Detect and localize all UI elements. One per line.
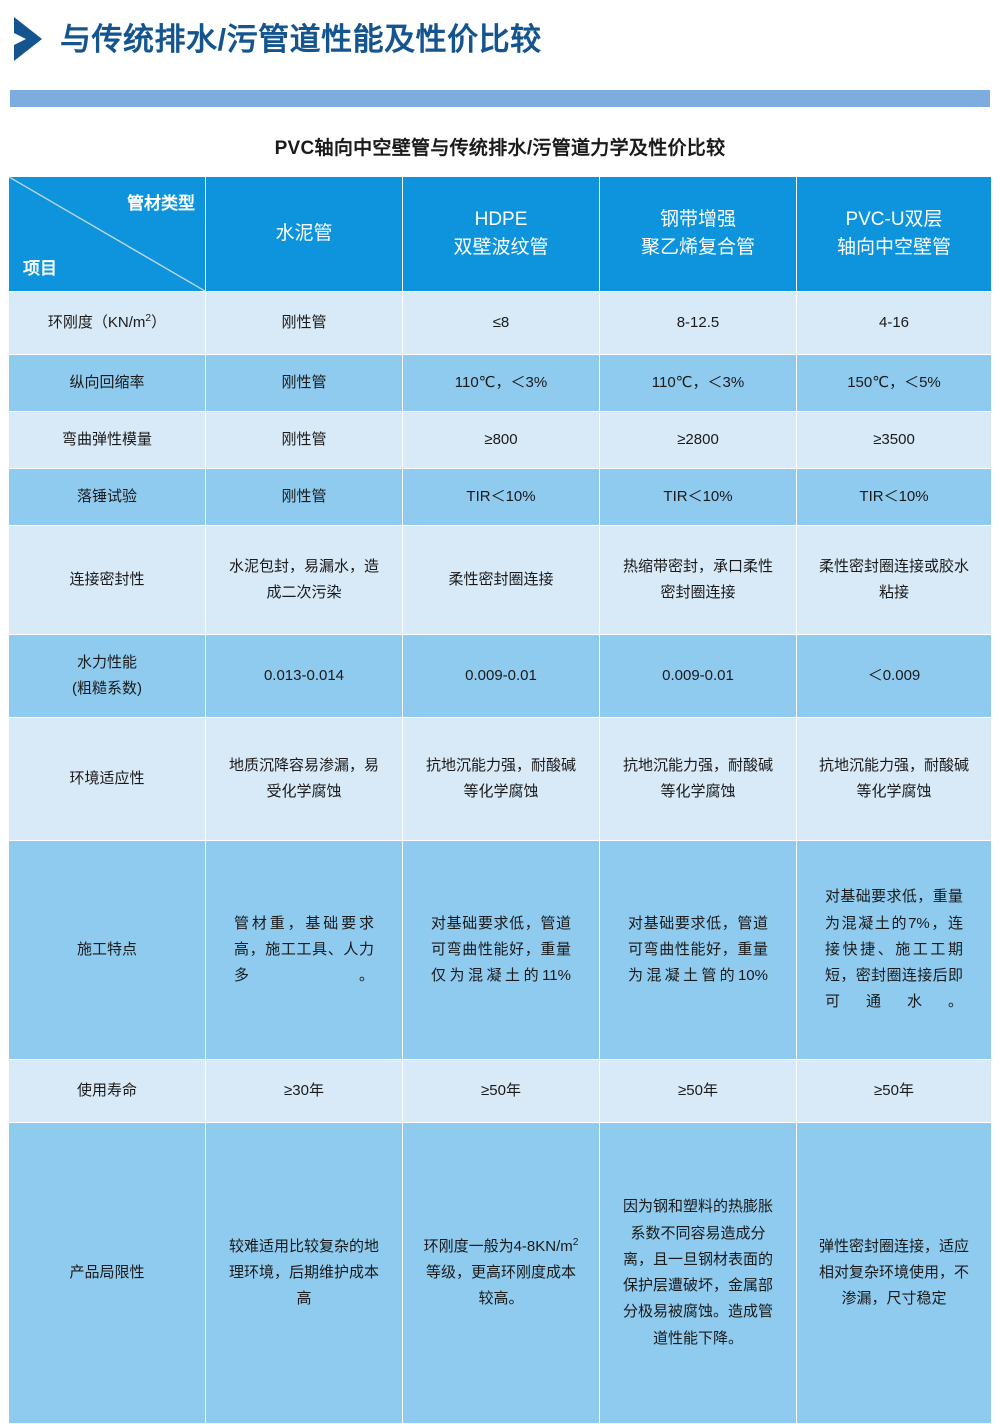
table-cell: 对基础要求低，重量为混凝土的7%，连接快捷、施工工期短，密封圈连接后即可通水。 [797, 841, 991, 1059]
table-cell: 0.009-0.01 [600, 635, 796, 717]
table-row: 环刚度（KN/m2） 刚性管 ≤8 8-12.5 4-16 [9, 292, 991, 354]
table-row: 弯曲弹性模量 刚性管 ≥800 ≥2800 ≥3500 [9, 412, 991, 468]
row-label-cell: 弯曲弹性模量 [9, 412, 205, 468]
table-cell: 110℃，＜3% [403, 355, 599, 411]
table-cell: 管材重，基础要求高，施工工具、人力多。 [206, 841, 402, 1059]
row-label-cell: 水力性能 (粗糙系数) [9, 635, 205, 717]
row-label-cell: 使用寿命 [9, 1060, 205, 1122]
column-header-cement: 水泥管 [206, 177, 402, 291]
table-cell: 刚性管 [206, 412, 402, 468]
column-header-line: HDPE [474, 209, 528, 231]
table-cell: 抗地沉能力强，耐酸碱等化学腐蚀 [403, 718, 599, 840]
table-cell: 较难适用比较复杂的地理环境，后期维护成本高 [206, 1123, 402, 1423]
row-label-cell: 连接密封性 [9, 526, 205, 634]
row-label-cell: 纵向回缩率 [9, 355, 205, 411]
table-cell: ≤8 [403, 292, 599, 354]
table-cell: 刚性管 [206, 469, 402, 525]
corner-column-label: 管材类型 [127, 194, 195, 213]
corner-row-label: 项目 [23, 259, 57, 278]
table-cell: ≥2800 [600, 412, 796, 468]
table-cell: 0.009-0.01 [403, 635, 599, 717]
diagonal-divider-line [9, 177, 205, 291]
table-cell: 抗地沉能力强，耐酸碱等化学腐蚀 [600, 718, 796, 840]
column-header-steel-pe: 钢带增强 聚乙烯复合管 [600, 177, 796, 291]
column-header-hdpe: HDPE 双壁波纹管 [403, 177, 599, 291]
table-cell: ≥50年 [403, 1060, 599, 1122]
table-cell: 环刚度一般为4-8KN/m2等级，更高环刚度成本较高。 [403, 1123, 599, 1423]
table-caption: PVC轴向中空壁管与传统排水/污管道力学及性价比较 [274, 138, 726, 159]
column-header-pvcu: PVC-U双层 轴向中空壁管 [797, 177, 991, 291]
table-cell: ≥50年 [600, 1060, 796, 1122]
column-header-line: 水泥管 [275, 223, 333, 245]
table-row: 产品局限性 较难适用比较复杂的地理环境，后期维护成本高 环刚度一般为4-8KN/m2… [9, 1123, 991, 1423]
table-cell: 水泥包封，易漏水，造成二次污染 [206, 526, 402, 634]
column-header-line: PVC-U双层 [845, 209, 943, 231]
table-cell: 8-12.5 [600, 292, 796, 354]
page-title: 与传统排水/污管道性能及性价比较 [60, 21, 542, 57]
comparison-table: 管材类型 项目 水泥管 HDPE 双壁波纹管 钢带增强 聚乙烯复合管 PVC-U… [8, 176, 992, 1424]
table-cell: 150℃，＜5% [797, 355, 991, 411]
table-cell: 刚性管 [206, 292, 402, 354]
table-cell: ≥30年 [206, 1060, 402, 1122]
row-label-cell: 产品局限性 [9, 1123, 205, 1423]
table-cell: TIR＜10% [403, 469, 599, 525]
table-row: 水力性能 (粗糙系数) 0.013-0.014 0.009-0.01 0.009-0.0… [9, 635, 991, 717]
table-cell: ≥50年 [797, 1060, 991, 1122]
table-cell: ＜0.009 [797, 635, 991, 717]
table-row: 落锤试验 刚性管 TIR＜10% TIR＜10% TIR＜10% [9, 469, 991, 525]
page-header: 与传统排水/污管道性能及性价比较 [0, 0, 1000, 78]
table-row: 连接密封性 水泥包封，易漏水，造成二次污染 柔性密封圈连接 热缩带密封，承口柔性密封圈… [9, 526, 991, 634]
row-label-cell: 环境适应性 [9, 718, 205, 840]
table-cell: 柔性密封圈连接 [403, 526, 599, 634]
row-label-line: (粗糙系数) [72, 680, 142, 697]
row-label-line: 水力性能 [76, 653, 137, 671]
chevron-right-icon [14, 17, 42, 61]
table-cell: ≥800 [403, 412, 599, 468]
column-header-line: 双壁波纹管 [453, 237, 549, 258]
table-corner-cell: 管材类型 项目 [9, 177, 205, 291]
header-divider-bar [10, 90, 990, 107]
column-header-line: 轴向中空壁管 [836, 237, 951, 258]
column-header-line: 钢带增强 [659, 209, 736, 231]
table-row: 纵向回缩率 刚性管 110℃，＜3% 110℃，＜3% 150℃，＜5% [9, 355, 991, 411]
table-body: 环刚度（KN/m2） 刚性管 ≤8 8-12.5 4-16 纵向回缩率 刚性管 110℃，＜3… [9, 292, 991, 1423]
table-cell: 4-16 [797, 292, 991, 354]
table-cell: 抗地沉能力强，耐酸碱等化学腐蚀 [797, 718, 991, 840]
row-label-cell: 落锤试验 [9, 469, 205, 525]
table-cell: 因为钢和塑料的热膨胀系数不同容易造成分离，且一旦钢材表面的保护层遭破坏，金属部分… [600, 1123, 796, 1423]
table-cell: ≥3500 [797, 412, 991, 468]
table-cell: 对基础要求低，管道可弯曲性能好，重量为混凝土管的10% [600, 841, 796, 1059]
table-row: 使用寿命 ≥30年 ≥50年 ≥50年 ≥50年 [9, 1060, 991, 1122]
table-cell: TIR＜10% [797, 469, 991, 525]
table-cell: 柔性密封圈连接或胶水粘接 [797, 526, 991, 634]
row-label-cell: 施工特点 [9, 841, 205, 1059]
table-cell: 刚性管 [206, 355, 402, 411]
table-cell: 热缩带密封，承口柔性密封圈连接 [600, 526, 796, 634]
table-row: 环境适应性 地质沉降容易渗漏，易受化学腐蚀 抗地沉能力强，耐酸碱等化学腐蚀 抗地沉能力… [9, 718, 991, 840]
table-cell: 110℃，＜3% [600, 355, 796, 411]
table-row: 施工特点 管材重，基础要求高，施工工具、人力多。 对基础要求低，管道可弯曲性能好，重… [9, 841, 991, 1059]
table-cell: 对基础要求低，管道可弯曲性能好，重量仅为混凝土的11% [403, 841, 599, 1059]
row-label-cell: 环刚度（KN/m2） [9, 292, 205, 354]
table-header-row: 管材类型 项目 水泥管 HDPE 双壁波纹管 钢带增强 聚乙烯复合管 PVC-U… [9, 177, 991, 291]
table-cell: 地质沉降容易渗漏，易受化学腐蚀 [206, 718, 402, 840]
table-cell: 弹性密封圈连接，适应相对复杂环境使用，不渗漏，尺寸稳定 [797, 1123, 991, 1423]
table-cell: 0.013-0.014 [206, 635, 402, 717]
column-header-line: 聚乙烯复合管 [640, 237, 755, 258]
table-cell: TIR＜10% [600, 469, 796, 525]
